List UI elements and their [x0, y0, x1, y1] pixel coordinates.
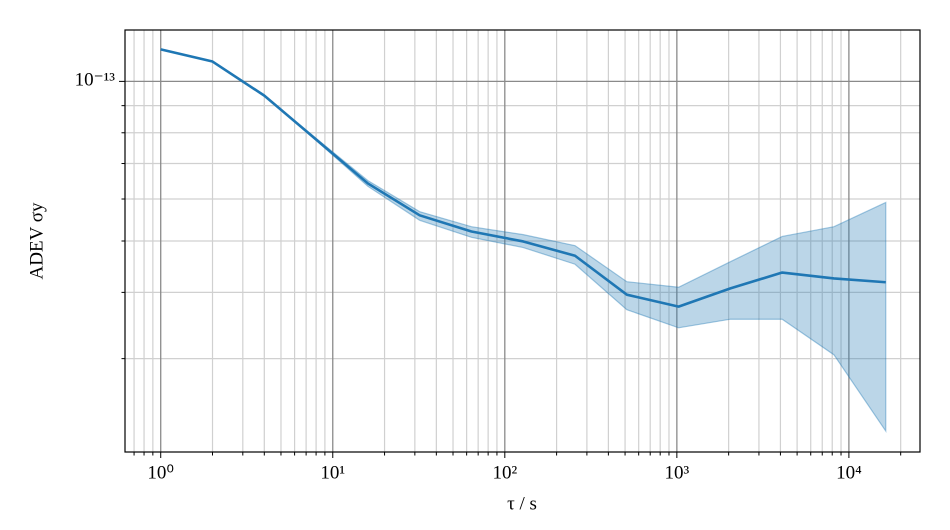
y-tick-label: 10⁻¹³	[75, 70, 116, 91]
x-axis-label: τ / s	[507, 493, 537, 514]
x-tick-label: 10³	[664, 462, 689, 483]
x-tick-label: 10¹	[320, 462, 345, 483]
x-tick-label: 10²	[492, 462, 517, 483]
x-tick-label: 10⁰	[147, 462, 174, 483]
data-line	[160, 48, 886, 308]
x-tick-label: 10⁴	[836, 462, 862, 483]
y-axis-label: ADEV σy	[26, 202, 47, 279]
plot-frame	[124, 29, 921, 453]
